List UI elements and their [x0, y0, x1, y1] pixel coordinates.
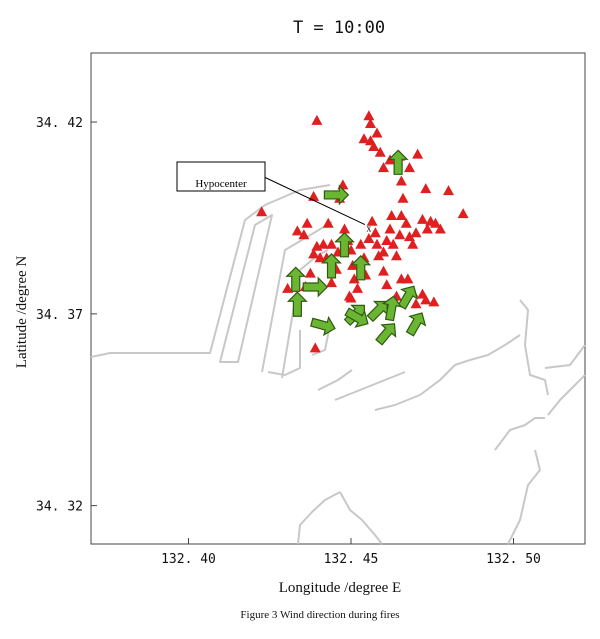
fire-marker	[282, 282, 294, 293]
wind-arrow	[397, 285, 419, 310]
fire-marker	[434, 223, 446, 234]
x-tick-label: 132. 45	[324, 552, 379, 567]
fire-marker	[309, 342, 321, 353]
fire-marker	[386, 210, 398, 221]
x-axis: 132. 40 132. 45 132. 50	[161, 538, 541, 567]
fire-marker	[322, 217, 334, 228]
plot-area: Hypocenter x	[90, 52, 586, 545]
fire-marker	[373, 250, 385, 261]
fire-marker	[420, 183, 432, 194]
wind-arrow	[285, 266, 307, 292]
wind-arrow	[350, 254, 372, 281]
fire-marker	[457, 208, 469, 219]
fire-marker	[421, 223, 433, 234]
x-tick-label: 132. 50	[486, 552, 541, 567]
fire-marker	[381, 234, 393, 245]
wind-arrow	[387, 149, 409, 175]
wind-arrow	[286, 291, 308, 317]
wind-arrow	[310, 315, 336, 337]
fire-marker	[387, 238, 399, 249]
fire-marker	[428, 296, 440, 307]
figure-caption: Figure 3 Wind direction during fires	[240, 609, 399, 621]
hypocenter-label-box	[176, 161, 266, 192]
fire-marker	[352, 282, 363, 293]
y-axis: 34. 32 34. 37 34. 42	[36, 116, 97, 515]
fire-marker	[363, 110, 375, 121]
hypocenter-label: Hypocenter	[195, 178, 247, 190]
fire-marker	[308, 190, 320, 201]
wind-arrows	[285, 149, 427, 346]
fire-marker	[256, 206, 268, 217]
fire-marker	[381, 279, 393, 290]
fire-marker	[395, 210, 407, 221]
wind-arrow	[381, 295, 403, 322]
fire-marker	[443, 185, 454, 196]
fire-marker	[298, 229, 310, 240]
fire-marker	[430, 217, 441, 228]
x-axis-label: Longitude /degree E	[279, 580, 401, 596]
fire-marker	[378, 246, 389, 257]
fire-marker	[378, 265, 389, 276]
wind-arrow	[344, 307, 369, 328]
fire-marker	[407, 238, 419, 249]
fire-marker	[363, 233, 375, 244]
x-tick-label: 132. 40	[161, 552, 216, 567]
fire-marker	[301, 217, 313, 228]
fire-marker	[374, 146, 386, 157]
fire-marker	[317, 238, 329, 249]
fire-marker	[371, 238, 383, 249]
plot-frame	[90, 52, 586, 545]
wind-arrow	[302, 276, 329, 298]
fire-marker	[397, 192, 409, 203]
fire-markers	[256, 110, 469, 353]
fire-marker	[366, 215, 378, 226]
fire-marker	[378, 162, 389, 173]
fire-marker	[311, 114, 323, 125]
fire-marker	[304, 267, 316, 278]
fire-marker	[355, 238, 367, 249]
fire-marker	[417, 213, 428, 224]
y-tick-label: 34. 42	[36, 116, 83, 131]
fire-marker	[308, 248, 320, 259]
coastline-map	[90, 184, 586, 545]
fire-marker	[291, 225, 303, 236]
fire-marker	[365, 117, 376, 128]
wind-arrow	[334, 231, 355, 258]
fire-marker	[391, 250, 402, 261]
fire-marker	[400, 217, 412, 228]
fire-marker	[420, 294, 432, 305]
y-axis-label: Latitude /degree N	[14, 256, 30, 369]
fire-marker	[369, 227, 381, 238]
fire-marker	[394, 229, 406, 240]
fire-marker	[384, 223, 396, 234]
fire-marker	[339, 223, 350, 234]
fire-marker	[371, 127, 383, 138]
fire-marker	[358, 133, 370, 144]
fire-marker	[395, 175, 407, 186]
fire-marker	[326, 238, 337, 249]
fire-marker	[343, 290, 355, 301]
fire-marker	[348, 273, 360, 284]
hypocenter-leader-line	[261, 175, 366, 225]
y-tick-label: 34. 32	[36, 500, 83, 515]
wind-arrow	[405, 312, 427, 337]
fire-marker	[368, 140, 380, 151]
y-tick-label: 34. 37	[36, 308, 83, 323]
hypocenter-marker: x	[366, 224, 371, 235]
chart-title: T = 10:00	[293, 18, 385, 38]
wind-arrow	[375, 323, 397, 346]
fire-marker	[412, 148, 424, 159]
fire-marker	[404, 231, 415, 242]
wind-arrow	[321, 253, 342, 279]
fire-marker	[410, 298, 422, 309]
fire-marker	[410, 227, 422, 238]
fire-marker	[402, 273, 414, 284]
wind-arrow	[323, 184, 350, 206]
hypocenter-annotation: Hypocenter x	[176, 161, 371, 235]
fire-marker	[326, 277, 337, 288]
fire-marker	[404, 162, 415, 173]
